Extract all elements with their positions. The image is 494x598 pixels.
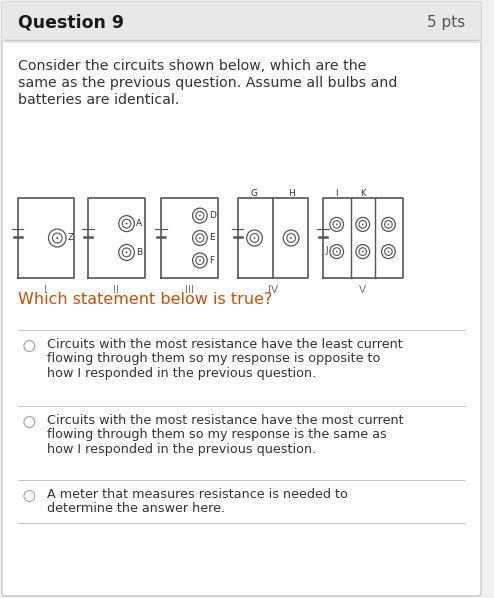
Circle shape <box>193 208 207 223</box>
Circle shape <box>193 230 207 246</box>
Circle shape <box>287 234 295 242</box>
Text: determine the answer here.: determine the answer here. <box>47 502 225 515</box>
Circle shape <box>362 224 364 225</box>
Circle shape <box>381 245 395 258</box>
Text: A: A <box>136 219 142 228</box>
Circle shape <box>48 229 66 247</box>
Circle shape <box>333 221 340 228</box>
Circle shape <box>362 251 364 252</box>
Text: III: III <box>185 285 194 295</box>
Circle shape <box>336 224 337 225</box>
Circle shape <box>359 248 367 255</box>
Circle shape <box>125 251 127 254</box>
Text: Which statement below is true?: Which statement below is true? <box>18 292 272 307</box>
Text: K: K <box>360 188 366 197</box>
Text: II: II <box>113 285 120 295</box>
Circle shape <box>119 216 134 231</box>
Text: E: E <box>209 233 215 243</box>
Circle shape <box>333 248 340 255</box>
Circle shape <box>330 245 343 258</box>
Text: 5 pts: 5 pts <box>427 14 465 29</box>
Circle shape <box>381 218 395 231</box>
Circle shape <box>199 260 201 261</box>
Text: IV: IV <box>268 285 278 295</box>
Text: flowing through them so my response is the same as: flowing through them so my response is t… <box>47 428 387 441</box>
Circle shape <box>336 251 337 252</box>
Circle shape <box>330 218 343 231</box>
Text: flowing through them so my response is opposite to: flowing through them so my response is o… <box>47 352 380 365</box>
Circle shape <box>199 237 201 239</box>
Circle shape <box>193 253 207 268</box>
Text: Circuits with the most resistance have the least current: Circuits with the most resistance have t… <box>47 337 403 350</box>
Circle shape <box>388 224 389 225</box>
Circle shape <box>253 237 255 239</box>
Text: H: H <box>288 188 294 197</box>
Text: D: D <box>209 211 216 220</box>
Circle shape <box>359 221 367 228</box>
Text: how I responded in the previous question.: how I responded in the previous question… <box>47 443 316 456</box>
FancyBboxPatch shape <box>2 2 481 596</box>
Text: F: F <box>209 256 214 265</box>
Circle shape <box>52 233 62 243</box>
Text: Question 9: Question 9 <box>18 13 124 31</box>
Circle shape <box>247 230 262 246</box>
Circle shape <box>196 234 204 242</box>
Circle shape <box>196 212 204 219</box>
Text: I: I <box>335 188 338 197</box>
Circle shape <box>196 257 204 264</box>
Circle shape <box>356 218 370 231</box>
Circle shape <box>283 230 299 246</box>
Text: B: B <box>136 248 142 257</box>
FancyBboxPatch shape <box>2 2 481 43</box>
Text: Circuits with the most resistance have the most current: Circuits with the most resistance have t… <box>47 413 404 426</box>
Text: I: I <box>44 285 47 295</box>
Circle shape <box>385 221 392 228</box>
Text: Z: Z <box>68 233 74 243</box>
Circle shape <box>356 245 370 258</box>
Text: how I responded in the previous question.: how I responded in the previous question… <box>47 367 316 380</box>
Text: G: G <box>251 188 258 197</box>
Circle shape <box>122 248 131 257</box>
Circle shape <box>56 237 58 239</box>
Circle shape <box>125 222 127 225</box>
Circle shape <box>250 234 259 242</box>
Text: J: J <box>326 246 328 255</box>
Circle shape <box>199 215 201 216</box>
Circle shape <box>388 251 389 252</box>
Text: A meter that measures resistance is needed to: A meter that measures resistance is need… <box>47 487 348 501</box>
Text: batteries are identical.: batteries are identical. <box>18 93 179 107</box>
Circle shape <box>385 248 392 255</box>
Text: same as the previous question. Assume all bulbs and: same as the previous question. Assume al… <box>18 76 397 90</box>
Text: V: V <box>359 285 367 295</box>
Text: Consider the circuits shown below, which are the: Consider the circuits shown below, which… <box>18 59 366 73</box>
Circle shape <box>122 219 131 228</box>
Circle shape <box>119 245 134 260</box>
Circle shape <box>290 237 292 239</box>
